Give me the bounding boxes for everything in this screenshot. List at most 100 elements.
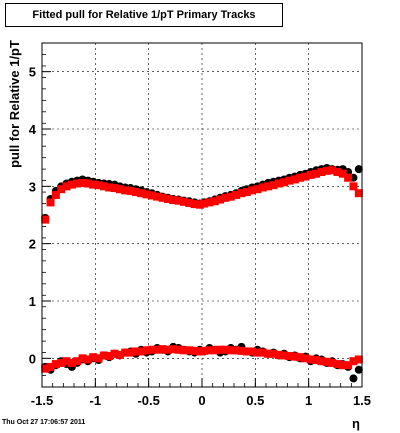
- data-point-red: [121, 186, 130, 195]
- data-point-red: [78, 178, 87, 187]
- data-point-red: [221, 345, 230, 354]
- data-point-red: [285, 352, 294, 361]
- data-point-red: [349, 182, 358, 191]
- data-point-red: [67, 180, 76, 189]
- data-point-black: [354, 165, 363, 174]
- data-point-red: [264, 182, 273, 191]
- data-point-red: [174, 196, 183, 205]
- data-point-red: [301, 172, 310, 181]
- y-axis-label: pull for Relative 1/pT: [7, 40, 22, 168]
- data-point-red: [142, 190, 151, 199]
- data-point-red: [344, 361, 353, 370]
- data-point-red: [301, 354, 310, 363]
- data-point-red: [210, 197, 219, 206]
- data-point-red: [290, 175, 299, 184]
- data-point-red: [153, 192, 162, 201]
- data-point-red: [94, 181, 103, 190]
- data-point-red: [105, 352, 114, 361]
- data-point-red: [73, 357, 82, 366]
- data-point-red: [242, 188, 251, 197]
- data-point-red: [163, 345, 172, 354]
- data-point-red: [280, 178, 289, 187]
- data-point-red: [290, 352, 299, 361]
- x-tick-label: 0.5: [246, 393, 264, 408]
- data-point-red: [237, 189, 246, 198]
- data-point-red: [163, 194, 172, 203]
- data-point-red: [185, 198, 194, 207]
- data-point-red: [280, 351, 289, 360]
- data-point-red: [169, 196, 178, 205]
- data-point-red: [195, 347, 204, 356]
- data-point-red: [258, 348, 267, 357]
- data-point-red: [190, 200, 199, 209]
- data-point-red: [242, 347, 251, 356]
- data-point-red: [83, 179, 92, 188]
- x-axis-label: η: [352, 416, 360, 431]
- data-point-red: [121, 348, 130, 357]
- data-point-red: [115, 185, 124, 194]
- data-point-red: [147, 191, 156, 200]
- data-point-red: [99, 351, 108, 360]
- grid: [41, 43, 363, 387]
- data-point-red: [269, 181, 278, 190]
- data-point-red: [296, 353, 305, 362]
- data-point-red: [158, 345, 167, 354]
- y-tick-label: 4: [29, 122, 37, 137]
- data-point-red: [110, 349, 119, 358]
- data-point-black: [354, 365, 363, 374]
- data-point-red: [158, 193, 167, 202]
- data-point-red: [94, 354, 103, 363]
- x-tick-label: -0.5: [137, 393, 159, 408]
- data-point-red: [51, 190, 60, 199]
- data-point-red: [46, 362, 55, 371]
- y-tick-label: 5: [29, 65, 36, 80]
- data-point-red: [131, 188, 140, 197]
- data-point-red: [78, 354, 87, 363]
- chart-title: Fitted pull for Relative 1/pT Primary Tr…: [5, 3, 283, 27]
- data-point-red: [41, 215, 50, 224]
- data-point-red: [179, 197, 188, 206]
- data-point-red: [126, 186, 135, 195]
- data-point-red: [205, 198, 214, 207]
- y-tick-label: 0: [29, 351, 36, 366]
- y-tick-label: 1: [29, 294, 36, 309]
- data-point-red: [57, 185, 66, 194]
- data-point-red: [221, 193, 230, 202]
- data-point-red: [226, 192, 235, 201]
- data-point-red: [210, 346, 219, 355]
- data-point-red: [328, 358, 337, 367]
- data-point-red: [306, 170, 315, 179]
- data-point-red: [338, 361, 347, 370]
- data-point-red: [115, 350, 124, 359]
- data-point-red: [317, 357, 326, 366]
- data-point-red: [328, 166, 337, 175]
- data-point-red: [126, 348, 135, 357]
- data-point-red: [216, 345, 225, 354]
- data-point-red: [317, 168, 326, 176]
- data-point-red: [89, 180, 98, 189]
- data-point-red: [105, 183, 114, 192]
- data-point-red: [46, 198, 55, 207]
- data-point-red: [264, 349, 273, 358]
- data-point-red: [333, 168, 342, 176]
- data-point-red: [200, 346, 209, 355]
- data-point-red: [169, 345, 178, 354]
- data-point-red: [142, 346, 151, 355]
- data-point-red: [237, 346, 246, 355]
- x-tick-label: 1.5: [353, 393, 371, 408]
- axis-tick-labels: -1.5 -1 -0.5 0 0.5 1 1.5 0 1 2 3 4 5: [29, 65, 371, 408]
- data-point-red: [99, 182, 108, 191]
- data-point-red: [285, 176, 294, 185]
- data-point-red: [83, 355, 92, 364]
- data-point-red: [312, 169, 321, 178]
- data-point-red: [333, 360, 342, 369]
- data-point-red: [253, 348, 262, 357]
- data-point-red: [131, 347, 140, 356]
- axis-ticks: [41, 42, 363, 388]
- data-point-red: [232, 346, 241, 355]
- data-point-red: [62, 357, 71, 366]
- data-point-black: [349, 374, 358, 383]
- data-point-red: [226, 346, 235, 355]
- data-point-red: [205, 346, 214, 355]
- data-point-red: [216, 195, 225, 204]
